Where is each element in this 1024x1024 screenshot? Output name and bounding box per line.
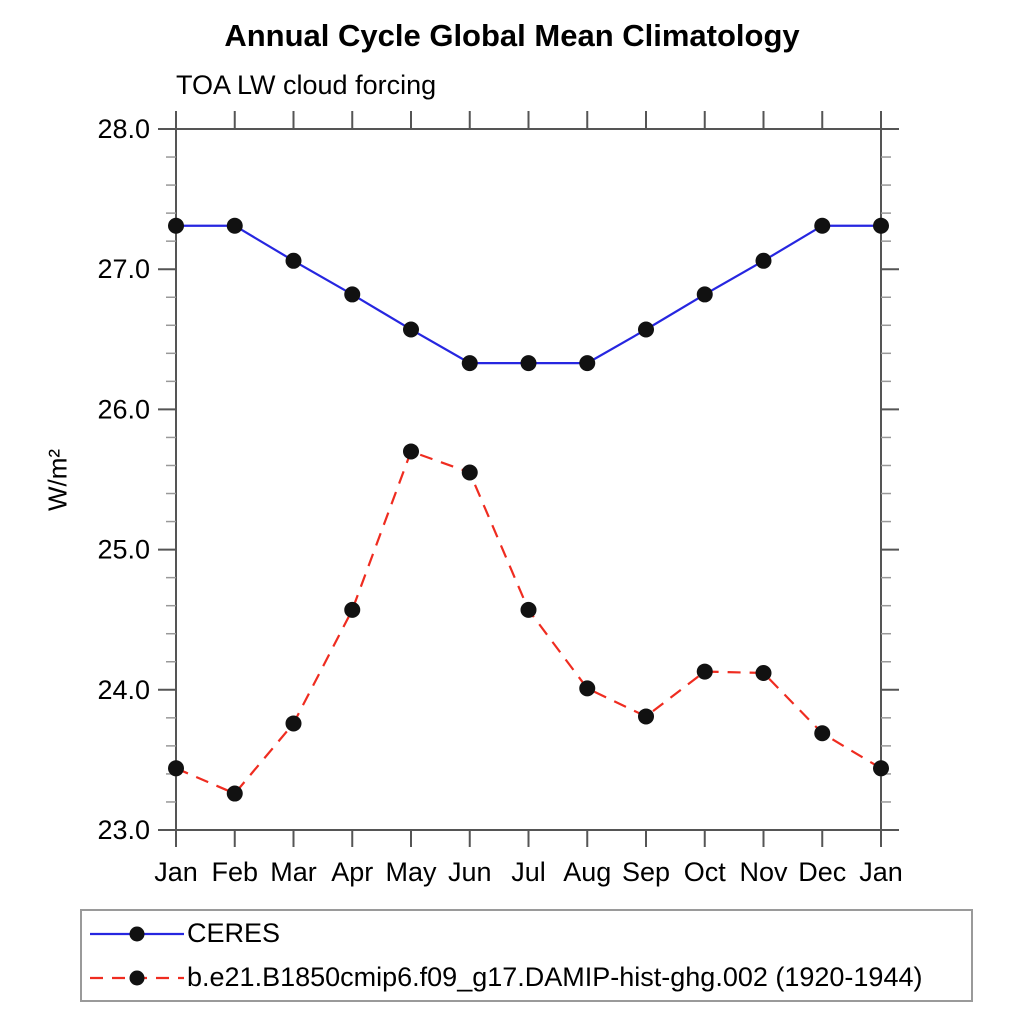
- data-point-marker: [344, 601, 361, 618]
- data-point-marker: [873, 217, 889, 234]
- data-point-marker: [755, 252, 772, 269]
- x-tick-label: Feb: [211, 857, 258, 887]
- x-tick-label: Jan: [154, 857, 198, 887]
- data-point-marker: [638, 321, 654, 338]
- x-tick-label: Jul: [511, 857, 546, 887]
- series-line-ceres: [176, 224, 881, 365]
- data-point-marker: [873, 760, 889, 777]
- chart-title: Annual Cycle Global Mean Climatology: [224, 18, 800, 53]
- legend-marker-dot: [129, 970, 145, 985]
- data-point-marker: [226, 217, 243, 234]
- data-point-marker: [168, 760, 184, 777]
- data-point-marker: [226, 785, 243, 802]
- x-tick-label: Jun: [448, 857, 492, 887]
- x-tick-label: Dec: [798, 857, 846, 887]
- series-line-model: [175, 450, 882, 795]
- data-point-marker: [696, 663, 713, 680]
- x-tick-label: Apr: [331, 857, 373, 887]
- legend-label-model: b.e21.B1850cmip6.f09_g17.DAMIP-hist-ghg.…: [187, 962, 923, 992]
- y-tick-label: 25.0: [97, 535, 150, 565]
- data-point-marker: [579, 680, 596, 697]
- data-point-marker: [755, 664, 772, 681]
- data-point-marker: [285, 715, 302, 732]
- data-point-marker: [461, 355, 478, 372]
- data-point-marker: [344, 286, 361, 303]
- data-point-marker: [814, 217, 831, 234]
- x-tick-label: Sep: [622, 857, 670, 887]
- legend-label-ceres: CERES: [187, 918, 281, 948]
- data-point-marker: [168, 217, 184, 234]
- legend-sample-model: [90, 970, 184, 985]
- x-tick-label: May: [385, 857, 437, 887]
- legend-item-model: b.e21.B1850cmip6.f09_g17.DAMIP-hist-ghg.…: [87, 958, 971, 998]
- data-point-marker: [520, 355, 537, 372]
- y-tick-label: 23.0: [97, 815, 150, 845]
- data-point-marker: [814, 725, 831, 742]
- legend-sample-ceres: [90, 926, 184, 941]
- data-point-marker: [403, 443, 419, 460]
- legend-box: CERES b.e21.B1850cmip6.f09_g17.DAMIP-his…: [80, 909, 973, 1002]
- chart-subtitle: TOA LW cloud forcing: [176, 70, 437, 100]
- data-point-marker: [403, 321, 419, 338]
- data-point-marker: [285, 252, 302, 269]
- x-tick-label: Mar: [270, 857, 317, 887]
- x-tick-label: Oct: [684, 857, 727, 887]
- data-point-marker: [461, 464, 478, 481]
- data-point-marker: [520, 601, 537, 618]
- y-tick-label: 27.0: [97, 254, 150, 284]
- x-tick-label: Nov: [739, 857, 788, 887]
- data-point-marker: [579, 355, 596, 372]
- data-point-marker: [638, 708, 654, 725]
- y-tick-label: 26.0: [97, 394, 150, 424]
- x-tick-label: Jan: [859, 857, 903, 887]
- y-tick-label: 28.0: [97, 114, 150, 144]
- legend-marker-dot: [129, 926, 145, 941]
- y-tick-label: 24.0: [97, 675, 150, 705]
- data-point-marker: [696, 286, 713, 303]
- legend-item-ceres: CERES: [87, 914, 971, 954]
- x-tick-label: Aug: [563, 857, 611, 887]
